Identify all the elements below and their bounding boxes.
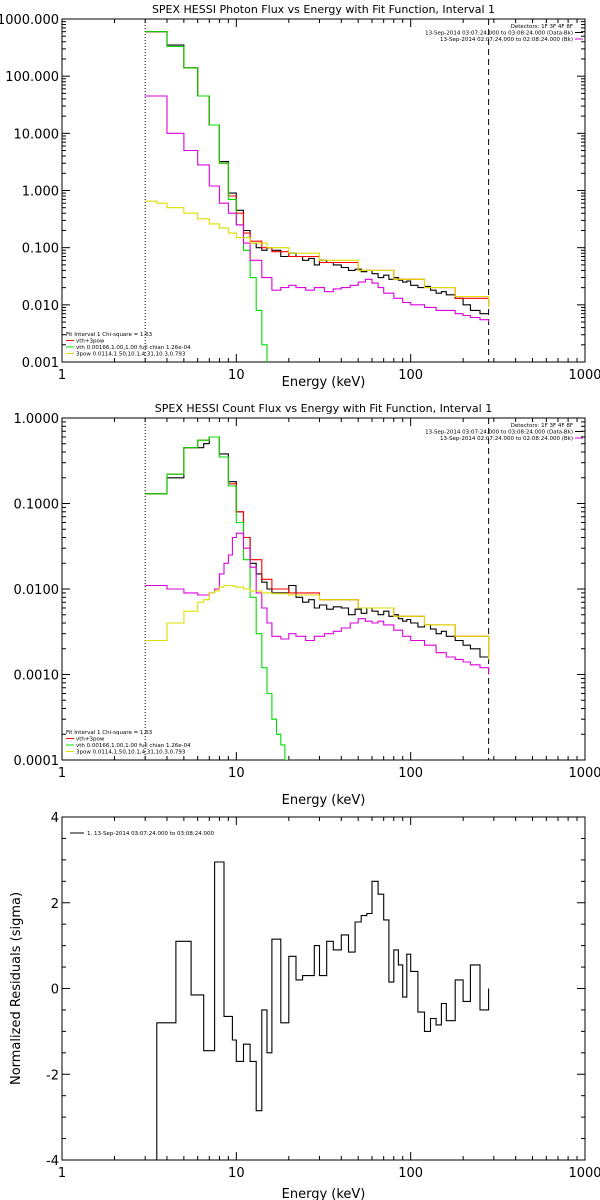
y-tick-label: 0.0010 — [14, 669, 60, 684]
legend-text: Fit Interval 1 Chi-square = 1.63 — [66, 730, 153, 736]
y-tick-label: 0.1000 — [14, 498, 60, 513]
legend-text: vth 0.00166,1.00,1.00 full chian 1.26e-0… — [76, 743, 191, 749]
x-tick-label: 10 — [228, 368, 245, 383]
legend-text: 13-Sep-2014 03:07:24.000 to 03:08:24.000… — [425, 31, 573, 37]
legend-text: vth+3pow — [76, 737, 105, 743]
series-line-4 — [145, 532, 490, 675]
x-tick-label: 1 — [58, 766, 66, 781]
x-tick-label: 100 — [398, 368, 423, 383]
series-line-5 — [145, 200, 490, 308]
series-line-2 — [145, 436, 490, 660]
y-tick-label: 10.000 — [14, 127, 60, 142]
chart-title: SPEX HESSI Photon Flux vs Energy with Fi… — [152, 3, 495, 16]
legend-text: Detectors: 1F 3F 4F 8F — [511, 24, 573, 30]
x-tick-label: 100 — [398, 1166, 423, 1181]
plot-frame — [61, 18, 586, 363]
y-tick-label: 1.0000 — [14, 412, 60, 427]
x-tick-label: 10 — [228, 766, 245, 781]
x-tick-label: 1 — [58, 368, 66, 383]
x-tick-label: 100 — [398, 766, 423, 781]
series-line-1 — [145, 31, 489, 315]
legend-text: 1. 13-Sep-2014 03:07:24.000 to 03:08:24.… — [87, 831, 214, 837]
plot-frame — [61, 417, 586, 761]
y-tick-label: 0 — [51, 983, 59, 998]
legend-text: 13-Sep-2014 02:07:24.000 to 02:08:24.000… — [440, 436, 573, 442]
y-tick-label: -4 — [46, 1154, 59, 1169]
legend-text: Fit Interval 1 Chi-square = 1.63 — [66, 332, 153, 338]
series-line-3 — [145, 436, 289, 760]
y-tick-label: 2 — [51, 897, 59, 912]
y-tick-label: 1.000 — [22, 185, 59, 200]
legend-text: 3pow 0.0114,1.50,10.1,4.31,10.3,0.793 — [76, 352, 186, 358]
series-line-5 — [145, 584, 490, 660]
series-line-3 — [145, 31, 268, 362]
series-line-2 — [145, 31, 490, 308]
legend-text: 13-Sep-2014 02:07:24.000 to 02:08:24.000… — [440, 37, 573, 43]
chart-title: SPEX HESSI Count Flux vs Energy with Fit… — [155, 402, 492, 415]
x-tick-label: 1 — [58, 1166, 66, 1181]
y-axis-label: Normalized Residuals (sigma) — [9, 892, 24, 1085]
x-tick-label: 1000 — [568, 1166, 600, 1181]
legend-text: 3pow 0.0114,1.50,10.1,4.31,10.3,0.793 — [76, 750, 186, 756]
y-tick-label: 4 — [51, 811, 59, 826]
y-tick-label: 0.001 — [22, 356, 59, 371]
plot-area — [144, 418, 490, 760]
chart-panel-2: 1 10 100 1000 0.0001 0.0010 0.0100 0.1000 1.0000… — [14, 402, 600, 808]
chart-panel-3: 1 10 100 1000 -4 -2 0 2 4 Energy (keV) Normalized … — [9, 811, 600, 1200]
y-tick-label: 0.100 — [22, 242, 59, 257]
series-line-1 — [145, 436, 489, 658]
y-tick-label: 100.000 — [5, 70, 59, 85]
y-tick-label: 0.010 — [22, 299, 59, 314]
y-tick-label: 1000.000 — [0, 13, 59, 28]
legend-text: Detectors: 1F 3F 4F 8F — [511, 423, 573, 429]
legend-text: vth+3pow — [76, 339, 105, 345]
series-line-1 — [145, 861, 490, 1160]
plot-frame — [61, 816, 586, 1161]
y-tick-label: 0.0100 — [14, 583, 60, 598]
x-tick-label: 1000 — [568, 766, 600, 781]
y-tick-label: 0.0001 — [14, 754, 60, 769]
y-tick-label: -2 — [46, 1068, 59, 1083]
chart-panel-1: 1 10 100 1000 0.001 0.010 0.100 1.000 10.000 100.… — [0, 3, 600, 390]
legend-text: 13-Sep-2014 03:07:24.000 to 03:08:24.000… — [425, 430, 573, 436]
x-tick-label: 10 — [228, 1166, 245, 1181]
x-tick-label: 1000 — [568, 368, 600, 383]
x-axis-label: Energy (keV) — [282, 375, 366, 390]
legend-text: vth 0.00166,1.00,1.00 full chian 1.26e-0… — [76, 345, 191, 351]
x-axis-label: Energy (keV) — [282, 793, 366, 808]
plot-area — [144, 19, 490, 362]
series-line-4 — [145, 95, 490, 322]
plot-area — [145, 861, 490, 1160]
x-axis-label: Energy (keV) — [282, 1187, 366, 1200]
